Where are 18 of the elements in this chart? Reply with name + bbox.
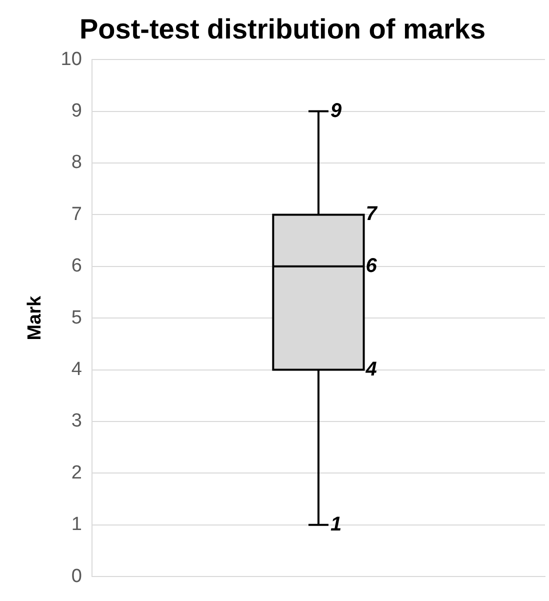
chart-title: Post-test distribution of marks bbox=[79, 14, 486, 45]
annotation: 6 bbox=[366, 254, 378, 277]
y-tick-label: 6 bbox=[71, 256, 82, 277]
y-tick-label: 1 bbox=[71, 514, 82, 536]
annotation: 1 bbox=[330, 513, 342, 536]
y-tick-label: 9 bbox=[71, 100, 82, 122]
annotation: 7 bbox=[366, 203, 378, 226]
y-tick-label: 3 bbox=[71, 410, 82, 432]
y-tick-label: 8 bbox=[71, 152, 82, 174]
y-tick-label: 10 bbox=[60, 48, 82, 70]
y-tick-label: 4 bbox=[71, 359, 82, 380]
y-tick-label: 5 bbox=[71, 307, 82, 328]
annotation: 4 bbox=[364, 358, 377, 380]
y-tick-label: 2 bbox=[71, 462, 82, 484]
annotation: 9 bbox=[330, 100, 342, 122]
y-tick-label: 0 bbox=[71, 566, 82, 587]
y-axis-title: Mark bbox=[24, 295, 46, 340]
y-tick-label: 7 bbox=[71, 204, 82, 225]
